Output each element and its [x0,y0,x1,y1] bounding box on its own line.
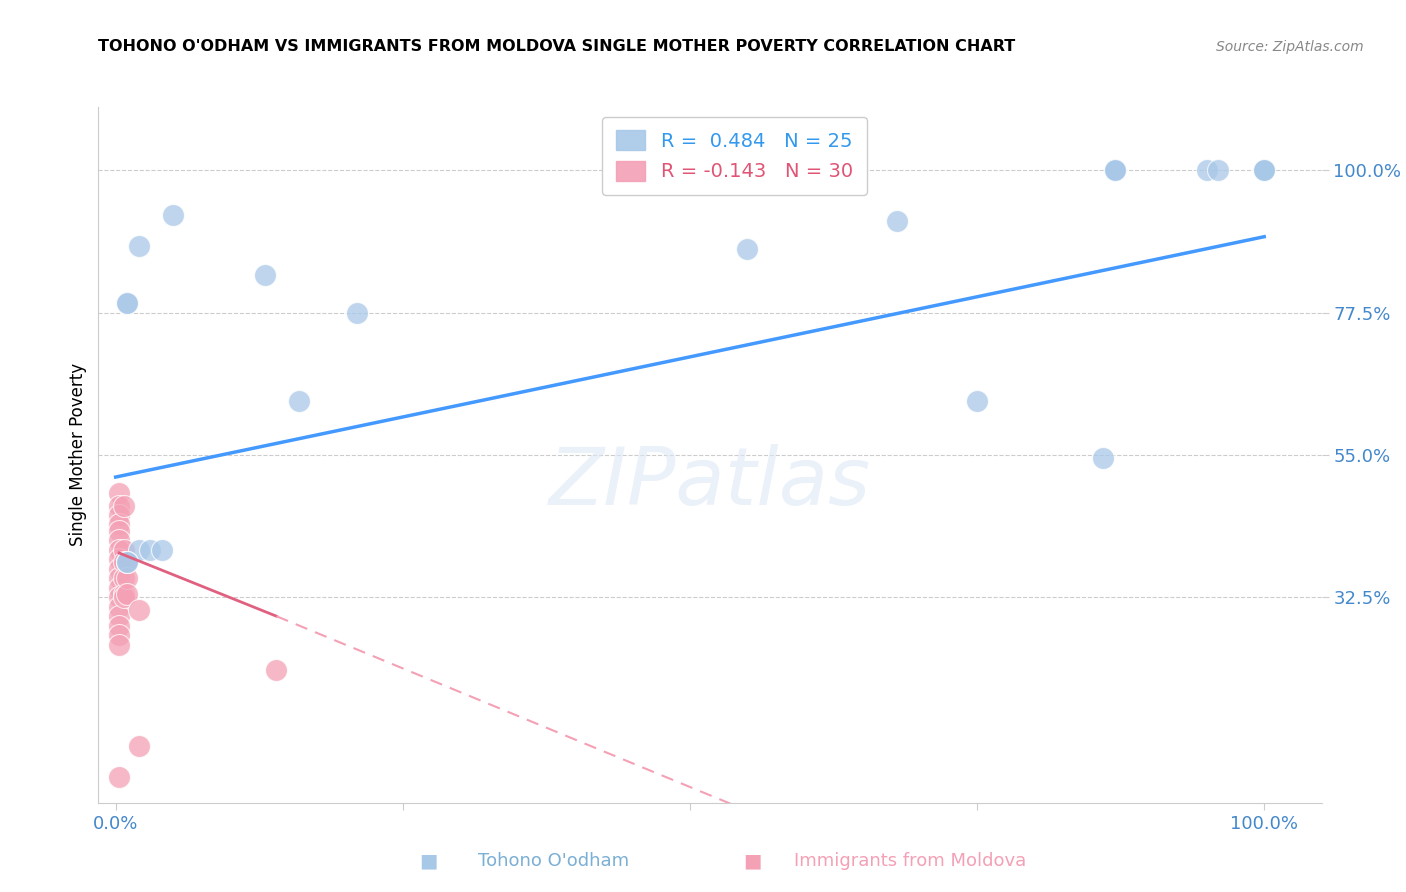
Point [115,587,138,601]
Text: Immigrants from Moldova: Immigrants from Moldova [794,852,1026,870]
Text: ■: ■ [419,851,439,871]
Point [108,571,131,585]
Point [115,571,138,585]
Point [128,542,150,557]
Point [737,243,759,257]
Point [1104,163,1126,178]
Point [139,542,162,557]
Text: Tohono O'odham: Tohono O'odham [478,852,628,870]
Point [128,239,150,253]
Point [108,499,131,513]
Point [966,394,988,409]
Point [162,208,184,222]
Point [108,486,131,500]
Point [1104,163,1126,178]
Point [115,556,138,570]
Point [112,542,135,557]
Text: ZIPatlas: ZIPatlas [548,443,872,522]
Point [108,638,131,652]
Point [886,214,908,228]
Point [115,556,138,570]
Point [112,591,135,605]
Point [108,552,131,566]
Point [108,628,131,642]
Legend: R =  0.484   N = 25, R = -0.143   N = 30: R = 0.484 N = 25, R = -0.143 N = 30 [602,117,866,194]
Point [115,556,138,570]
Point [288,394,311,409]
Point [346,305,368,319]
Point [108,517,131,532]
Point [112,571,135,585]
Point [112,556,135,570]
Point [115,296,138,310]
Point [108,542,131,557]
Point [253,268,276,282]
Point [1253,163,1275,178]
Point [108,599,131,614]
Point [108,533,131,548]
Point [1206,163,1229,178]
Point [108,591,131,605]
Point [108,618,131,632]
Text: ■: ■ [742,851,762,871]
Point [128,739,150,753]
Y-axis label: Single Mother Poverty: Single Mother Poverty [69,363,87,547]
Point [128,603,150,617]
Point [112,587,135,601]
Point [1195,163,1218,178]
Point [108,771,131,785]
Point [1253,163,1275,178]
Point [108,609,131,624]
Text: Source: ZipAtlas.com: Source: ZipAtlas.com [1216,39,1364,54]
Point [150,542,173,557]
Point [115,296,138,310]
Point [1104,163,1126,178]
Point [108,562,131,576]
Text: TOHONO O'ODHAM VS IMMIGRANTS FROM MOLDOVA SINGLE MOTHER POVERTY CORRELATION CHAR: TOHONO O'ODHAM VS IMMIGRANTS FROM MOLDOV… [98,38,1015,54]
Point [1092,451,1115,466]
Point [108,508,131,522]
Point [112,499,135,513]
Point [108,524,131,538]
Point [108,581,131,595]
Point [1253,163,1275,178]
Point [266,663,288,677]
Point [1253,163,1275,178]
